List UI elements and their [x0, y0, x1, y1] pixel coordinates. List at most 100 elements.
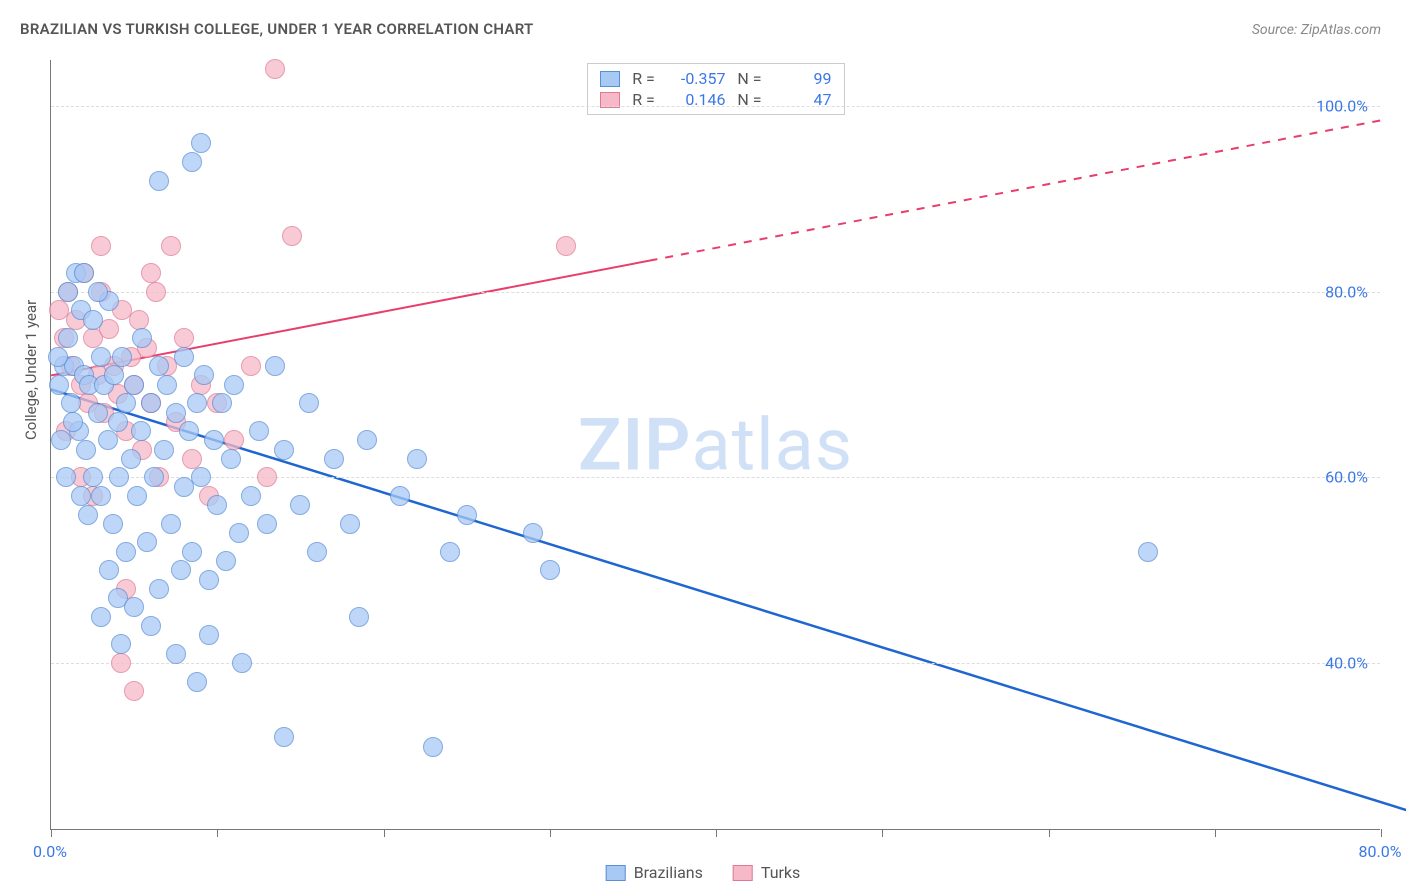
chart-title: BRAZILIAN VS TURKISH COLLEGE, UNDER 1 YE… — [20, 20, 534, 38]
data-point — [556, 236, 576, 256]
chart-plot-area: ZIPatlas R = -0.357 N = 99 R = 0.146 N =… — [50, 60, 1380, 830]
data-point — [111, 653, 131, 673]
data-point — [121, 449, 141, 469]
data-point — [116, 393, 136, 413]
data-point — [91, 486, 111, 506]
data-point — [112, 347, 132, 367]
data-point — [131, 421, 151, 441]
n-value-brazilians: 99 — [774, 69, 832, 88]
data-point — [144, 467, 164, 487]
data-point — [457, 505, 477, 525]
data-point — [174, 328, 194, 348]
data-point — [265, 59, 285, 79]
data-point — [299, 393, 319, 413]
watermark-rest: atlas — [691, 402, 853, 487]
data-point — [290, 495, 310, 515]
data-point — [76, 440, 96, 460]
swatch-turks — [733, 865, 753, 881]
data-point — [407, 449, 427, 469]
y-tick-label: 40.0% — [1325, 654, 1368, 673]
data-point — [423, 737, 443, 757]
data-point — [111, 634, 131, 654]
gridline — [51, 106, 1380, 107]
x-tick-label: 0.0% — [33, 842, 67, 861]
r-label: R = — [630, 69, 658, 88]
data-point — [109, 467, 129, 487]
data-point — [91, 236, 111, 256]
data-point — [74, 263, 94, 283]
data-point — [124, 681, 144, 701]
data-point — [282, 226, 302, 246]
data-point — [132, 328, 152, 348]
x-tick — [51, 829, 52, 837]
data-point — [349, 607, 369, 627]
data-point — [61, 393, 81, 413]
data-point — [88, 282, 108, 302]
trend-line-solid — [51, 389, 1406, 892]
r-value-brazilians: -0.357 — [668, 69, 726, 88]
data-point — [221, 449, 241, 469]
legend-label-brazilians: Brazilians — [634, 863, 703, 882]
x-tick — [384, 829, 385, 837]
data-point — [161, 514, 181, 534]
data-point — [137, 532, 157, 552]
stats-row-brazilians: R = -0.357 N = 99 — [600, 68, 832, 89]
data-point — [49, 375, 69, 395]
watermark: ZIPatlas — [578, 402, 853, 487]
data-point — [157, 375, 177, 395]
data-point — [265, 356, 285, 376]
data-point — [191, 467, 211, 487]
x-tick — [882, 829, 883, 837]
data-point — [154, 440, 174, 460]
data-point — [199, 570, 219, 590]
data-point — [51, 430, 71, 450]
data-point — [88, 403, 108, 423]
data-point — [224, 430, 244, 450]
data-point — [104, 365, 124, 385]
data-point — [129, 310, 149, 330]
data-point — [229, 523, 249, 543]
data-point — [216, 551, 236, 571]
data-point — [207, 495, 227, 515]
data-point — [83, 467, 103, 487]
data-point — [98, 430, 118, 450]
data-point — [166, 403, 186, 423]
data-point — [166, 644, 186, 664]
swatch-turks — [600, 92, 620, 108]
data-point — [182, 152, 202, 172]
data-point — [116, 542, 136, 562]
data-point — [257, 514, 277, 534]
y-tick-label: 60.0% — [1325, 468, 1368, 487]
data-point — [149, 579, 169, 599]
swatch-brazilians — [606, 865, 626, 881]
data-point — [141, 263, 161, 283]
data-point — [540, 560, 560, 580]
x-tick — [217, 829, 218, 837]
data-point — [63, 412, 83, 432]
data-point — [274, 727, 294, 747]
gridline — [51, 292, 1380, 293]
data-point — [179, 421, 199, 441]
data-point — [78, 505, 98, 525]
y-tick-label: 100.0% — [1316, 97, 1368, 116]
data-point — [194, 365, 214, 385]
x-tick — [550, 829, 551, 837]
data-point — [307, 542, 327, 562]
data-point — [249, 421, 269, 441]
data-point — [127, 486, 147, 506]
legend-item-turks: Turks — [733, 863, 800, 882]
data-point — [108, 412, 128, 432]
data-point — [274, 440, 294, 460]
n-label: N = — [736, 69, 764, 88]
data-point — [161, 236, 181, 256]
data-point — [91, 607, 111, 627]
data-point — [199, 625, 219, 645]
data-point — [523, 523, 543, 543]
data-point — [204, 430, 224, 450]
data-point — [149, 171, 169, 191]
source-credit: Source: ZipAtlas.com — [1252, 22, 1381, 38]
data-point — [340, 514, 360, 534]
data-point — [83, 310, 103, 330]
data-point — [232, 653, 252, 673]
watermark-bold: ZIP — [578, 402, 691, 487]
